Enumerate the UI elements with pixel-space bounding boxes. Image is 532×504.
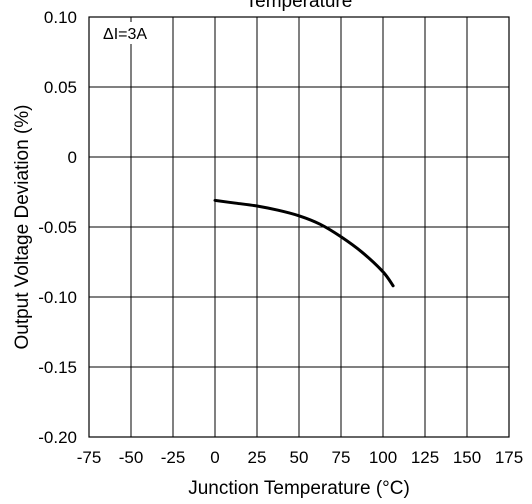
x-tick-label: 75 [332,448,351,467]
x-tick-label: 100 [369,448,397,467]
x-tick-labels: -75 -50 -25 0 25 50 75 100 125 150 175 [77,448,523,467]
annotation-background [99,22,151,44]
y-tick-label: -0.15 [38,358,77,377]
y-axis-title: Output Voltage Deviation (%) [12,104,33,349]
y-tick-label: -0.10 [38,288,77,307]
x-tick-label: -25 [161,448,186,467]
x-tick-label: 25 [248,448,267,467]
x-tick-label: 175 [495,448,523,467]
x-tick-label: 50 [290,448,309,467]
chart-title: Temperature [246,0,353,12]
annotation-label: ΔI=3A [103,26,147,43]
x-tick-label: 125 [411,448,439,467]
y-tick-label: -0.20 [38,428,77,447]
y-tick-labels: 0.10 0.05 0 -0.05 -0.10 -0.15 -0.20 [38,8,77,447]
y-tick-label: 0.10 [44,8,77,27]
y-tick-label: -0.05 [38,218,77,237]
plot-frame [88,16,510,438]
x-tick-label: -75 [77,448,102,467]
y-tick-label: 0.05 [44,78,77,97]
grid [88,16,510,438]
y-tick-label: 0 [68,148,77,167]
series-line [213,198,395,288]
x-tick-label: 0 [210,448,219,467]
x-tick-label: 150 [453,448,481,467]
x-axis-title: Junction Temperature (°C) [188,478,410,499]
x-tick-label: -50 [119,448,144,467]
